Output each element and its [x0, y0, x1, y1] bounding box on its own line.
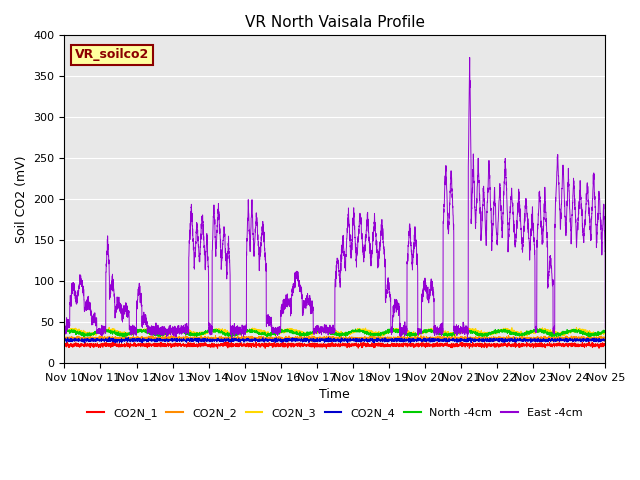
CO2N_3	[106, 324, 113, 330]
CO2N_2	[602, 334, 609, 339]
CO2N_1	[109, 338, 117, 344]
North -4cm	[315, 328, 323, 334]
North -4cm	[487, 329, 495, 335]
CO2N_2	[601, 338, 609, 344]
East -4cm	[487, 207, 495, 213]
CO2N_2	[487, 336, 495, 341]
CO2N_3	[61, 329, 68, 335]
CO2N_3	[602, 331, 609, 336]
East -4cm	[61, 326, 68, 332]
Line: CO2N_1: CO2N_1	[65, 341, 605, 348]
Line: CO2N_3: CO2N_3	[65, 327, 605, 336]
Line: East -4cm: East -4cm	[65, 58, 605, 338]
CO2N_4	[487, 338, 495, 344]
CO2N_3	[315, 328, 323, 334]
CO2N_2	[61, 335, 68, 340]
CO2N_1	[426, 341, 434, 347]
CO2N_4	[158, 338, 166, 344]
North -4cm	[390, 325, 397, 331]
CO2N_4	[61, 336, 68, 342]
East -4cm	[315, 328, 323, 334]
CO2N_4	[602, 338, 609, 344]
CO2N_2	[426, 337, 434, 343]
East -4cm	[456, 326, 464, 332]
CO2N_1	[487, 342, 495, 348]
North -4cm	[456, 328, 464, 334]
CO2N_3	[487, 330, 495, 336]
East -4cm	[601, 240, 609, 245]
East -4cm	[466, 55, 474, 60]
East -4cm	[426, 287, 434, 292]
Legend: CO2N_1, CO2N_2, CO2N_3, CO2N_4, North -4cm, East -4cm: CO2N_1, CO2N_2, CO2N_3, CO2N_4, North -4…	[83, 403, 587, 423]
CO2N_3	[161, 333, 168, 339]
CO2N_1	[61, 342, 68, 348]
CO2N_2	[518, 333, 526, 338]
CO2N_1	[315, 341, 323, 347]
CO2N_1	[214, 346, 221, 351]
CO2N_3	[426, 328, 434, 334]
North -4cm	[158, 333, 166, 338]
Title: VR North Vaisala Profile: VR North Vaisala Profile	[245, 15, 425, 30]
CO2N_2	[456, 335, 464, 341]
Text: VR_soilco2: VR_soilco2	[76, 48, 150, 61]
CO2N_4	[601, 337, 609, 343]
CO2N_4	[456, 336, 464, 341]
CO2N_4	[406, 340, 414, 346]
X-axis label: Time: Time	[319, 388, 350, 401]
East -4cm	[157, 332, 165, 338]
CO2N_1	[158, 340, 166, 346]
East -4cm	[602, 325, 609, 331]
CO2N_2	[166, 339, 173, 345]
CO2N_1	[456, 340, 464, 346]
CO2N_3	[456, 329, 464, 335]
CO2N_3	[158, 330, 166, 336]
CO2N_2	[157, 336, 165, 342]
CO2N_3	[601, 331, 609, 336]
North -4cm	[81, 334, 88, 340]
Line: CO2N_4: CO2N_4	[65, 337, 605, 343]
Y-axis label: Soil CO2 (mV): Soil CO2 (mV)	[15, 156, 28, 243]
CO2N_1	[602, 340, 609, 346]
CO2N_4	[124, 335, 132, 340]
North -4cm	[426, 329, 434, 335]
North -4cm	[602, 329, 609, 335]
CO2N_4	[315, 338, 323, 344]
CO2N_2	[315, 336, 323, 342]
Line: CO2N_2: CO2N_2	[65, 336, 605, 342]
North -4cm	[61, 329, 68, 335]
Line: North -4cm: North -4cm	[65, 328, 605, 337]
CO2N_1	[601, 341, 609, 347]
East -4cm	[228, 335, 236, 341]
North -4cm	[601, 328, 609, 334]
CO2N_4	[426, 336, 434, 342]
